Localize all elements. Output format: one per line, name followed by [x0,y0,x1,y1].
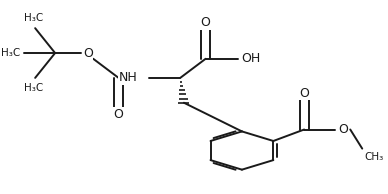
Text: O: O [114,108,123,121]
Text: H₃C: H₃C [24,83,43,93]
Text: O: O [201,16,211,29]
Text: H₃C: H₃C [2,48,21,58]
Text: NH: NH [119,71,138,84]
Text: OH: OH [241,52,261,65]
Text: O: O [299,87,309,100]
Text: H₃C: H₃C [24,13,43,23]
Text: O: O [338,123,348,136]
Text: O: O [83,47,93,60]
Text: CH₃: CH₃ [364,152,383,162]
